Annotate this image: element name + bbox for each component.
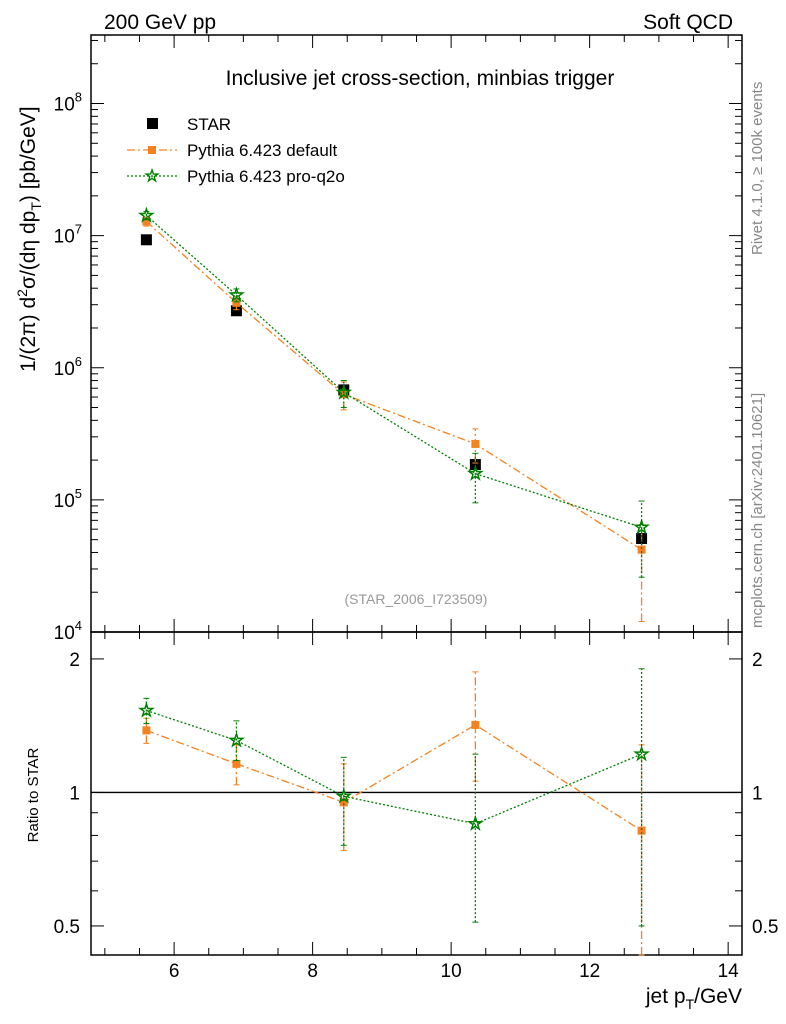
data-point [637, 545, 646, 554]
data-point [142, 726, 151, 735]
header-energy-label: 200 GeV pp [104, 11, 216, 34]
ratio-axis-tick-labels: 6 8 10 12 140.5 0.51 12 2 [54, 650, 779, 982]
data-point [227, 286, 245, 303]
x-tick-label: 14 [718, 961, 740, 982]
legend-label-star: STAR [187, 115, 231, 134]
data-point [633, 745, 651, 762]
data-point [140, 234, 152, 246]
legend-entry-pythia-proq2o: Pythia 6.423 pro-q2o [127, 167, 345, 186]
x-tick-label: 8 [307, 961, 318, 982]
data-point [466, 464, 484, 481]
y-tick-label: 108 [54, 90, 82, 116]
data-point [339, 798, 348, 807]
y-tick-label: 104 [54, 618, 82, 644]
series-line [145, 220, 642, 551]
data-point [466, 814, 484, 831]
series-pythia-6-423-default [142, 216, 646, 623]
ratio-y-axis-label: Ratio to STAR [25, 747, 42, 842]
data-point [227, 731, 245, 748]
legend-marker-pythia-proq2o [144, 167, 160, 183]
header-process-label: Soft QCD [643, 11, 733, 34]
data-point [633, 518, 651, 535]
ratio-y-tick-label: 2 [69, 650, 80, 671]
data-point [230, 305, 242, 317]
ratio-y-tick-label-right: 2 [752, 650, 763, 671]
data-point [232, 298, 241, 307]
y-tick-label: 106 [54, 354, 82, 380]
ratio-y-tick-label: 1 [69, 783, 80, 804]
main-axis-tick-labels: 104 105 106 107 108 [54, 90, 82, 644]
x-tick-label: 6 [169, 961, 180, 982]
plot-title: Inclusive jet cross-section, minbias tri… [226, 67, 615, 90]
series-line [145, 215, 642, 528]
legend: STAR Pythia 6.423 default Pythia 6.423 p… [127, 115, 345, 186]
ratio-y-tick-label-right: 1 [752, 783, 763, 804]
y-tick-label: 105 [54, 486, 82, 512]
legend-marker-pythia-default [148, 146, 156, 154]
x-tick-label: 12 [579, 961, 600, 982]
series-pythia-6-423-default [142, 671, 646, 956]
series-star [140, 234, 648, 545]
data-point [471, 720, 480, 729]
mcplots-label: mcplots.cern.ch [arXiv:2401.10621] [749, 393, 766, 628]
data-point [637, 826, 646, 835]
ratio-plot-frame [90, 631, 743, 956]
ratio-axis-ticks [91, 632, 742, 955]
data-point [471, 439, 480, 448]
legend-marker-star [147, 118, 158, 129]
analysis-id-label: (STAR_2006_I723509) [345, 591, 488, 607]
y-tick-label: 107 [54, 222, 82, 248]
main-axis-ticks [91, 35, 742, 633]
series-line [146, 709, 642, 825]
x-tick-label: 10 [441, 961, 462, 982]
legend-entry-pythia-default: Pythia 6.423 default [127, 141, 338, 160]
ratio-data-layer [137, 668, 651, 956]
data-point [142, 217, 151, 226]
series-pythia-6-423-pro-q2o [137, 668, 651, 927]
series-line [146, 724, 642, 832]
data-point [137, 206, 155, 223]
ratio-y-tick-label-right: 0.5 [752, 917, 778, 938]
data-point [469, 459, 481, 471]
rivet-version-label: Rivet 4.1.0, ≥ 100k events [749, 82, 766, 255]
x-axis-label: jet pT/GeV [645, 985, 742, 1012]
series-pythia-6-423-pro-q2o [137, 206, 651, 578]
data-point [335, 383, 353, 400]
legend-label-pythia-default: Pythia 6.423 default [187, 141, 338, 160]
legend-entry-star: STAR [147, 115, 231, 134]
data-point [232, 759, 241, 768]
main-data-layer [137, 206, 651, 623]
data-point [335, 787, 353, 804]
ratio-y-tick-label: 0.5 [54, 917, 80, 938]
main-y-axis-label: 1/(2π) d2σ/(dη dpT) [pb/GeV] [14, 106, 44, 372]
legend-label-pythia-proq2o: Pythia 6.423 pro-q2o [187, 167, 345, 186]
data-point [137, 701, 155, 718]
